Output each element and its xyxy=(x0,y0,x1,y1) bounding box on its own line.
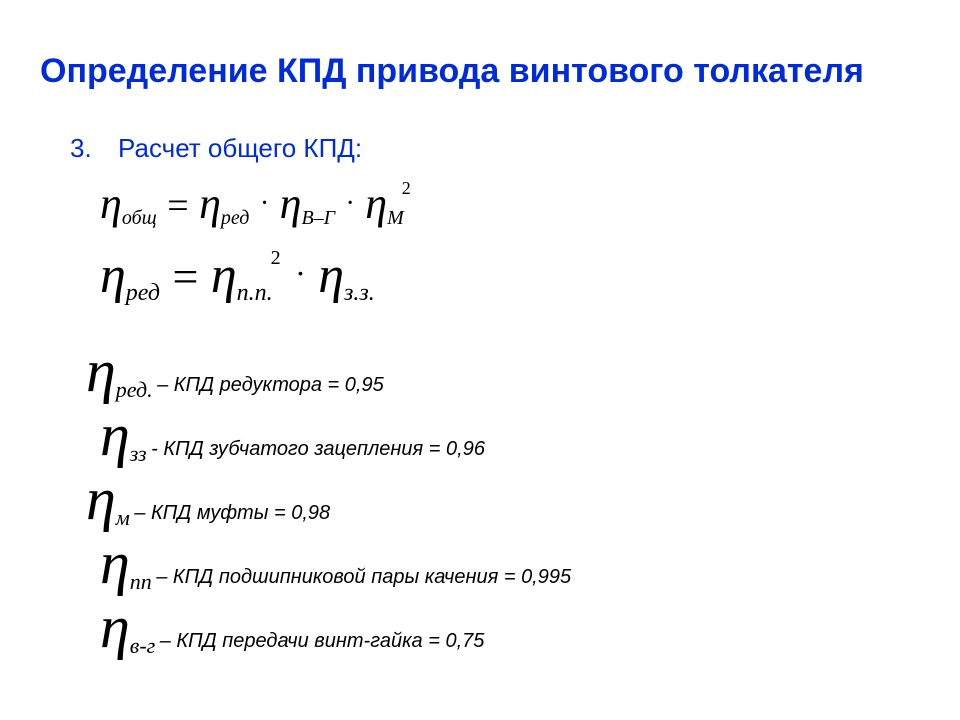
definition-text: – КПД редуктора = 0,95 xyxy=(157,374,384,396)
dot: · xyxy=(340,188,361,219)
definition-item: ηм – КПД муфты = 0,98 xyxy=(86,469,920,529)
eta-sub: м xyxy=(116,505,130,530)
eta-symbol: η xyxy=(280,182,302,226)
eta-sub: общ xyxy=(122,207,157,229)
formula-1: ηобщ = ηред · ηВ–Г · ηМ2 xyxy=(100,182,920,228)
definition-item: ηзз - КПД зубчатого зацепления = 0,96 xyxy=(86,405,920,465)
eta-symbol: η xyxy=(100,250,126,302)
formula-block: ηобщ = ηред · ηВ–Г · ηМ2 ηред = ηп.п.2 ·… xyxy=(40,182,920,303)
eta-symbol: η xyxy=(86,469,116,529)
dot: · xyxy=(287,255,314,291)
eta-sup: 2 xyxy=(271,247,281,269)
eta-sub: ред xyxy=(126,280,160,306)
eta-sub: ред. xyxy=(116,377,153,402)
eta-symbol: η xyxy=(211,250,237,302)
eta-symbol: η xyxy=(365,182,387,226)
section-heading: 3.Расчет общего КПД: xyxy=(40,133,920,164)
eta-symbol: η xyxy=(86,341,116,401)
page-title: Определение КПД привода винтового толкат… xyxy=(40,50,920,93)
definition-item: ηв-г – КПД передачи винт-гайка = 0,75 xyxy=(86,597,920,657)
eta-sub: з.з. xyxy=(344,280,375,306)
eta-sub: ред xyxy=(221,207,250,229)
eta-symbol: η xyxy=(100,597,130,657)
definitions-block: ηред. – КПД редуктора = 0,95 ηзз - КПД з… xyxy=(40,341,920,657)
definition-item: ηпп – КПД подшипниковой пары качения = 0… xyxy=(86,533,920,593)
formula-2: ηред = ηп.п.2 · ηз.з. xyxy=(100,250,920,303)
eta-symbol: η xyxy=(199,182,221,226)
eta-sup: 2 xyxy=(402,178,411,198)
definition-item: ηред. – КПД редуктора = 0,95 xyxy=(86,341,920,401)
equals: = xyxy=(164,251,206,302)
eta-sub: М xyxy=(387,207,404,229)
eta-symbol: η xyxy=(318,250,344,302)
definition-text: – КПД передачи винт-гайка = 0,75 xyxy=(160,630,485,652)
eta-symbol: η xyxy=(100,533,130,593)
eta-sub: п.п. xyxy=(237,280,273,306)
slide: Определение КПД привода винтового толкат… xyxy=(0,0,960,720)
definition-text: - КПД зубчатого зацепления = 0,96 xyxy=(151,438,485,460)
eta-sub: в-г xyxy=(130,633,155,658)
eta-sub: В–Г xyxy=(301,207,335,229)
equals: = xyxy=(161,185,194,227)
eta-symbol: η xyxy=(100,182,122,226)
dot: · xyxy=(254,188,275,219)
eta-sub: пп xyxy=(130,569,152,594)
definition-text: – КПД муфты = 0,98 xyxy=(134,502,330,524)
section-number: 3. xyxy=(70,133,118,164)
definition-text: – КПД подшипниковой пары качения = 0,995 xyxy=(156,566,571,588)
section-text: Расчет общего КПД: xyxy=(118,133,362,163)
eta-symbol: η xyxy=(100,405,130,465)
eta-sub: зз xyxy=(130,441,147,466)
